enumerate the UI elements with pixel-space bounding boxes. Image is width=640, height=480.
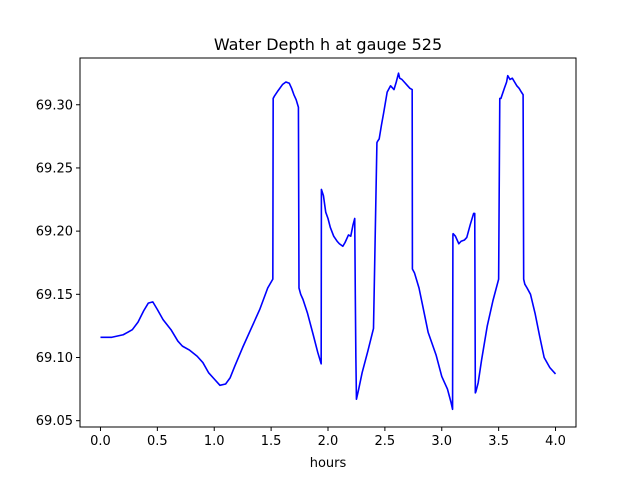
x-tick-label: 2.0 bbox=[318, 434, 339, 449]
x-tick-label: 4.0 bbox=[545, 434, 566, 449]
series-line bbox=[100, 72, 557, 411]
x-tick-label: 2.5 bbox=[375, 434, 396, 449]
x-tick-label: 3.5 bbox=[488, 434, 509, 449]
x-tick-label: 3.0 bbox=[431, 434, 452, 449]
x-tick-label: 1.5 bbox=[261, 434, 282, 449]
x-tick-label: 1.0 bbox=[204, 434, 225, 449]
y-axis: 69.05 69.10 69.15 69.20 69.25 69.30 bbox=[36, 98, 80, 429]
y-tick-label: 69.20 bbox=[36, 225, 73, 240]
y-tick-label: 69.15 bbox=[36, 288, 73, 303]
y-tick-label: 69.30 bbox=[36, 98, 73, 113]
y-tick-label: 69.10 bbox=[36, 351, 73, 366]
chart-title: Water Depth h at gauge 525 bbox=[214, 35, 442, 54]
x-tick-label: 0.5 bbox=[147, 434, 168, 449]
x-axis: 0.0 0.5 1.0 1.5 2.0 2.5 3.0 3.5 4.0 bbox=[90, 427, 566, 449]
x-tick-label: 0.0 bbox=[90, 434, 111, 449]
y-tick-label: 69.25 bbox=[36, 161, 73, 176]
y-tick-label: 69.05 bbox=[36, 414, 73, 429]
x-axis-label: hours bbox=[310, 456, 347, 471]
